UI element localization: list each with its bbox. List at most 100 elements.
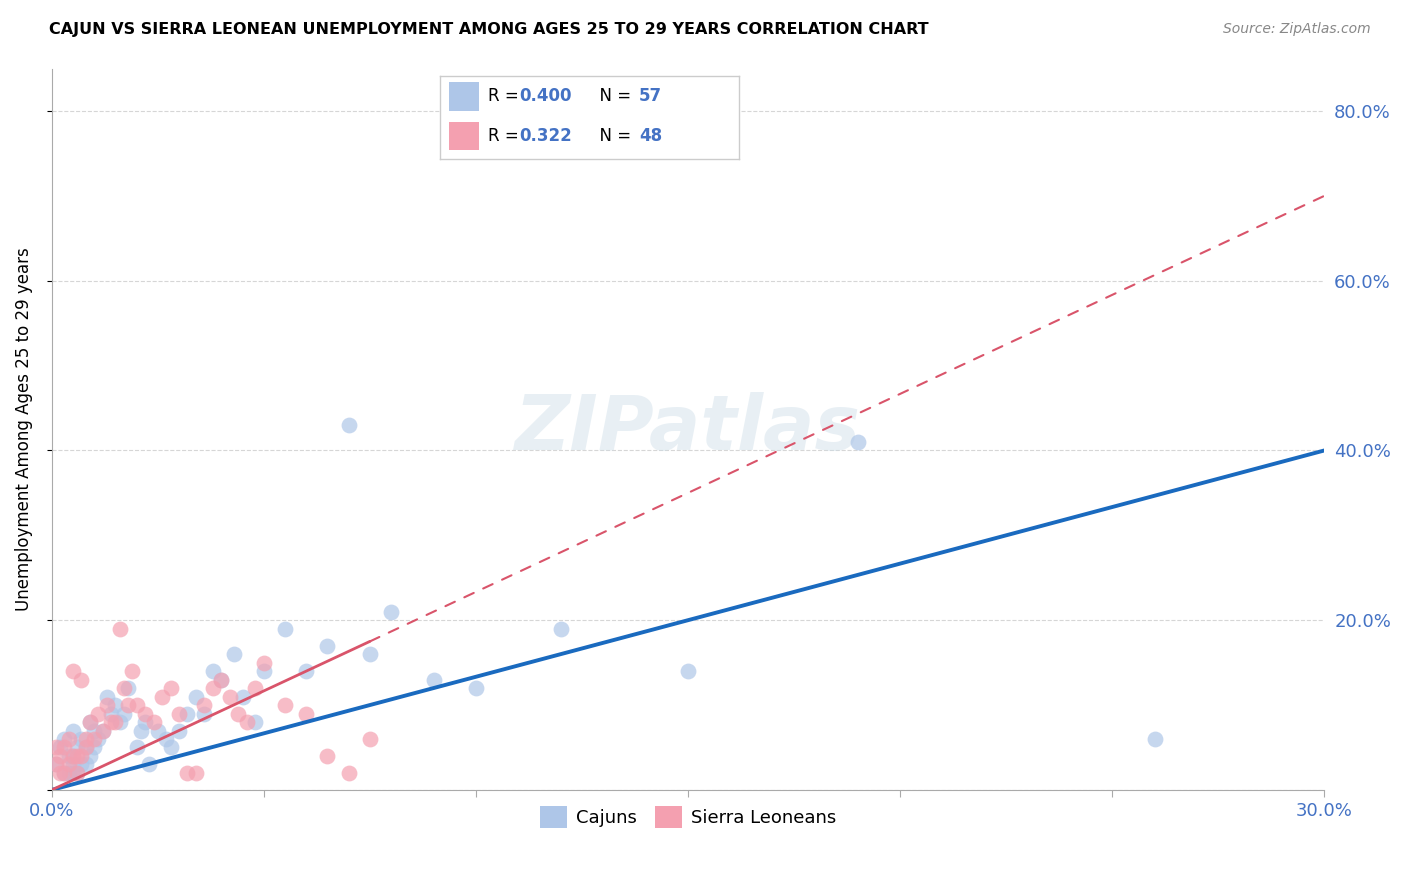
Point — [201, 681, 224, 695]
Point — [134, 706, 156, 721]
Point — [1143, 731, 1166, 746]
Point — [121, 664, 143, 678]
Point — [70, 748, 93, 763]
Point — [62, 748, 84, 763]
Point — [70, 673, 93, 687]
Point — [66, 740, 89, 755]
Point — [193, 706, 215, 721]
Point — [167, 706, 190, 721]
Point — [253, 664, 276, 678]
Point — [62, 766, 84, 780]
Point — [58, 757, 80, 772]
Point — [337, 417, 360, 432]
Point — [465, 681, 488, 695]
Point — [295, 664, 318, 678]
Point — [58, 731, 80, 746]
Point — [201, 664, 224, 678]
Point — [45, 757, 67, 772]
Point — [53, 740, 76, 755]
Point — [108, 714, 131, 729]
Point — [150, 690, 173, 704]
Point — [359, 731, 381, 746]
Point — [66, 748, 89, 763]
Point — [380, 605, 402, 619]
Point — [100, 714, 122, 729]
Point — [96, 698, 118, 712]
Point — [49, 766, 72, 780]
Point — [846, 434, 869, 449]
Point — [45, 757, 67, 772]
Point — [274, 622, 297, 636]
Text: CAJUN VS SIERRA LEONEAN UNEMPLOYMENT AMONG AGES 25 TO 29 YEARS CORRELATION CHART: CAJUN VS SIERRA LEONEAN UNEMPLOYMENT AMO… — [49, 22, 929, 37]
Point — [117, 698, 139, 712]
Point — [159, 681, 181, 695]
Point — [245, 714, 267, 729]
Point — [58, 766, 80, 780]
Point — [104, 714, 127, 729]
Point — [66, 766, 89, 780]
Point — [167, 723, 190, 738]
Point — [100, 706, 122, 721]
Point — [176, 706, 198, 721]
Point — [96, 690, 118, 704]
Text: Source: ZipAtlas.com: Source: ZipAtlas.com — [1223, 22, 1371, 37]
Point — [70, 731, 93, 746]
Point — [209, 673, 232, 687]
Point — [62, 748, 84, 763]
Point — [159, 740, 181, 755]
Point — [274, 698, 297, 712]
Point — [53, 731, 76, 746]
Point — [142, 714, 165, 729]
Point — [45, 740, 67, 755]
Point — [129, 723, 152, 738]
Point — [228, 706, 250, 721]
Point — [155, 731, 177, 746]
Point — [295, 706, 318, 721]
Point — [184, 766, 207, 780]
Point — [79, 748, 101, 763]
Point — [219, 690, 242, 704]
Point — [104, 698, 127, 712]
Point — [125, 698, 148, 712]
Point — [79, 714, 101, 729]
Point — [146, 723, 169, 738]
Point — [79, 714, 101, 729]
Point — [49, 748, 72, 763]
Point — [422, 673, 444, 687]
Point — [359, 647, 381, 661]
Point — [316, 748, 339, 763]
Point — [245, 681, 267, 695]
Point — [232, 690, 254, 704]
Point — [337, 766, 360, 780]
Point — [112, 706, 135, 721]
Point — [83, 723, 105, 738]
Point — [550, 622, 572, 636]
Point — [316, 639, 339, 653]
Point — [112, 681, 135, 695]
Point — [75, 731, 97, 746]
Point — [184, 690, 207, 704]
Point — [83, 731, 105, 746]
Point — [83, 740, 105, 755]
Point — [236, 714, 259, 729]
Point — [125, 740, 148, 755]
Point — [53, 766, 76, 780]
Point — [134, 714, 156, 729]
Point — [91, 723, 114, 738]
Point — [224, 647, 246, 661]
Point — [75, 757, 97, 772]
Point — [62, 723, 84, 738]
Point — [108, 622, 131, 636]
Point — [91, 723, 114, 738]
Point — [138, 757, 160, 772]
Point — [62, 664, 84, 678]
Point — [117, 681, 139, 695]
Text: ZIPatlas: ZIPatlas — [515, 392, 860, 467]
Point — [49, 740, 72, 755]
Y-axis label: Unemployment Among Ages 25 to 29 years: Unemployment Among Ages 25 to 29 years — [15, 247, 32, 611]
Point — [209, 673, 232, 687]
Point — [87, 731, 110, 746]
Point — [58, 748, 80, 763]
Point — [53, 766, 76, 780]
Point — [62, 757, 84, 772]
